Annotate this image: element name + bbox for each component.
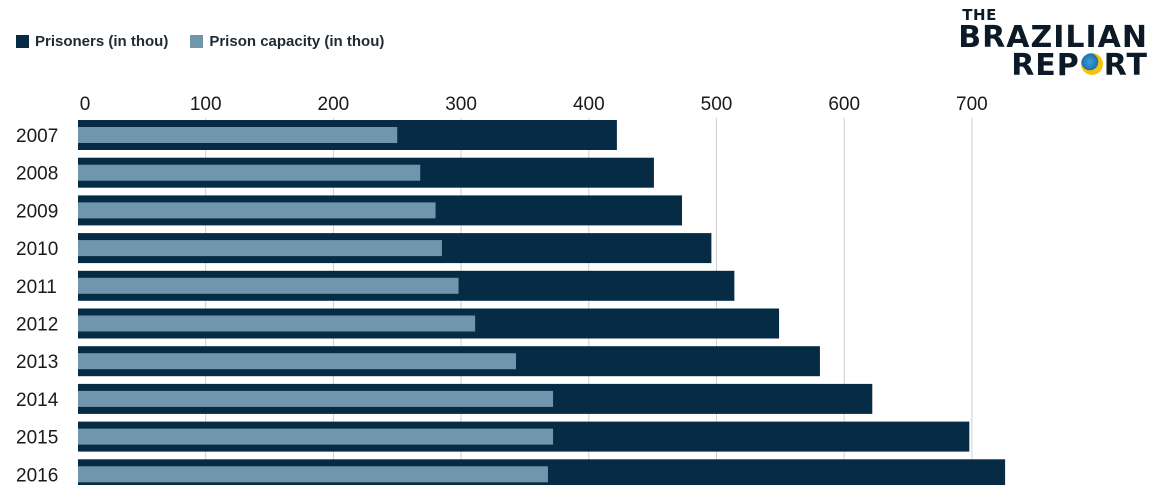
y-label-2012: 2012 [16, 315, 58, 336]
bar-capacity-2015 [78, 428, 554, 445]
legend-item-capacity: Prison capacity (in thou) [190, 33, 384, 50]
bar-capacity-2010 [78, 240, 442, 257]
brand-logo: THE BRAZILIAN REP RT [958, 8, 1148, 81]
bar-capacity-2012 [78, 315, 476, 332]
logo-report-start: REP [1011, 48, 1080, 83]
x-tick-label-200: 200 [318, 94, 350, 115]
y-axis-labels: 2007 2008 2009 2010 2011 2012 2013 2014 2015 2016 [16, 126, 59, 485]
y-label-2014: 2014 [16, 390, 59, 411]
y-label-2015: 2015 [16, 428, 58, 449]
x-tick-label-100: 100 [190, 94, 222, 115]
legend-swatch-prisoners [16, 35, 29, 48]
y-label-2010: 2010 [16, 239, 58, 260]
x-axis-ticks: 0 100 200 300 400 500 600 700 [80, 94, 988, 115]
logo-report-end: RT [1103, 48, 1148, 83]
x-tick-label-0: 0 [80, 94, 91, 115]
logo-line-brazilian: BRAZILIAN [958, 20, 1148, 55]
bar-capacity-2014 [78, 390, 554, 407]
y-label-2016: 2016 [16, 465, 58, 485]
legend-item-prisoners: Prisoners (in thou) [16, 33, 168, 50]
bar-capacity-2011 [78, 277, 459, 294]
x-tick-label-600: 600 [828, 94, 860, 115]
x-tick-label-400: 400 [573, 94, 605, 115]
bar-capacity-2016 [78, 466, 548, 483]
bar-capacity-2008 [78, 164, 421, 181]
y-label-2009: 2009 [16, 201, 58, 222]
bar-capacity-2013 [78, 353, 517, 370]
bar-capacity-2009 [78, 202, 436, 219]
legend-label-capacity: Prison capacity (in thou) [209, 33, 385, 50]
bar-capacity-2007 [78, 127, 398, 143]
y-label-2007: 2007 [16, 126, 58, 147]
bars [78, 120, 1006, 485]
x-tick-label-300: 300 [445, 94, 477, 115]
x-tick-label-700: 700 [956, 94, 988, 115]
x-tick-label-500: 500 [701, 94, 733, 115]
y-label-2013: 2013 [16, 352, 58, 373]
logo-line-the: THE [962, 6, 997, 24]
y-label-2008: 2008 [16, 164, 58, 185]
legend: Prisoners (in thou) Prison capacity (in … [16, 33, 406, 50]
legend-label-prisoners: Prisoners (in thou) [35, 33, 169, 50]
globe-icon [1080, 53, 1103, 75]
logo-line-report: REP RT [958, 51, 1148, 81]
legend-swatch-capacity [190, 35, 204, 48]
y-label-2011: 2011 [16, 277, 57, 298]
